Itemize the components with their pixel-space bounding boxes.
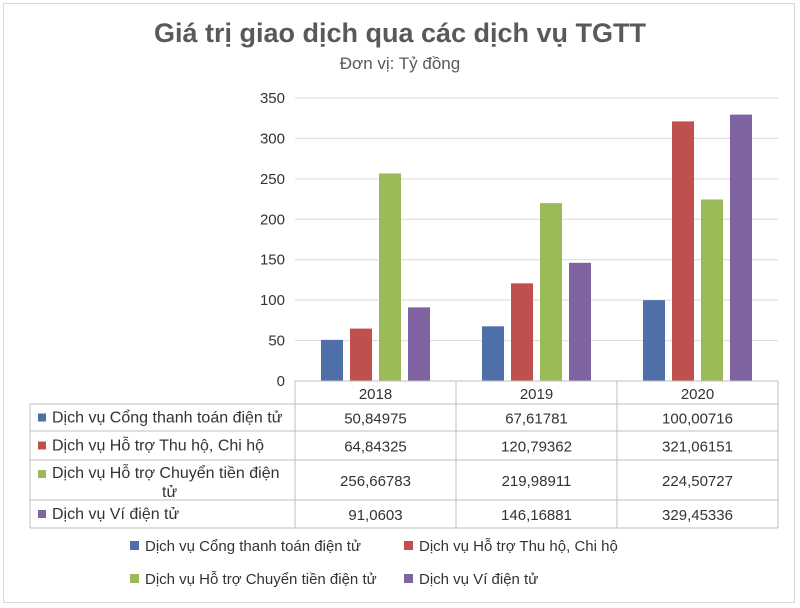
x-category-label: 2020 [681,386,714,403]
x-category-label: 2019 [520,386,553,403]
table-value: 256,66783 [340,473,411,490]
legend-label: Dịch vụ Hỗ trợ Thu hộ, Chi hộ [419,538,618,555]
bar [482,326,504,381]
table-value: 50,84975 [344,411,407,428]
table-row-name: tử [162,484,177,501]
y-tick-label: 0 [277,373,285,390]
legend-item-ewallet: Dịch vụ Ví điện tử [404,571,538,588]
bar [540,203,562,381]
table-row-name: Dịch vụ Hỗ trợ Thu hộ, Chi hộ [52,436,264,455]
bar [379,173,401,381]
table-value: 64,84325 [344,439,407,456]
y-tick-label: 50 [268,333,285,350]
legend-item-payment-gateway: Dịch vụ Cổng thanh toán điện tử [130,538,361,555]
table-value: 321,06151 [662,439,733,456]
bar [569,262,591,381]
y-tick-label: 200 [260,211,285,228]
bar [321,339,343,381]
y-tick-label: 250 [260,171,285,188]
bar [672,121,694,381]
chart-subtitle: Đơn vị: Tỷ đồng [339,54,461,73]
legend-label: Dịch vụ Hỗ trợ Chuyển tiền điện tử [145,571,377,588]
y-tick-label: 100 [260,292,285,309]
legend-label: Dịch vụ Ví điện tử [419,571,539,588]
bar [408,307,430,381]
legend-swatch [130,541,139,550]
table-value: 91,0603 [348,507,402,524]
bar [701,199,723,381]
y-tick-label: 350 [260,90,285,107]
table-row-name: Dịch vụ Cổng thanh toán điện tử [52,409,283,427]
legend-label: Dịch vụ Cổng thanh toán điện tử [145,538,362,555]
table-row-name: Dịch vụ Ví điện tử [52,506,180,523]
table-value: 329,45336 [662,507,733,524]
legend-item-collection: Dịch vụ Hỗ trợ Thu hộ, Chi hộ [404,538,618,555]
table-value: 67,61781 [505,411,568,428]
legend-swatch [130,574,139,583]
bar [511,283,533,381]
table-value: 146,16881 [501,507,572,524]
table-legend-key [38,470,46,478]
x-category-label: 2018 [359,386,392,403]
bar [730,114,752,381]
y-tick-label: 150 [260,252,285,269]
table-legend-key [38,441,46,450]
table-value: 219,98911 [502,473,572,490]
bar [350,328,372,381]
legend-swatch [404,541,413,550]
table-row-name: Dịch vụ Hỗ trợ Chuyển tiền điện [52,463,280,482]
chart-frame [3,3,795,603]
legend-item-transfer: Dịch vụ Hỗ trợ Chuyển tiền điện tử [130,571,377,588]
table-value: 120,79362 [501,439,572,456]
chart-title: Giá trị giao dịch qua các dịch vụ TGTT [153,18,647,48]
table-legend-key [38,413,46,422]
y-tick-label: 300 [260,130,285,147]
table-value: 100,00716 [662,411,733,428]
bar [643,300,665,381]
legend-swatch [404,574,413,583]
table-value: 224,50727 [662,473,733,490]
table-legend-key [38,510,46,518]
